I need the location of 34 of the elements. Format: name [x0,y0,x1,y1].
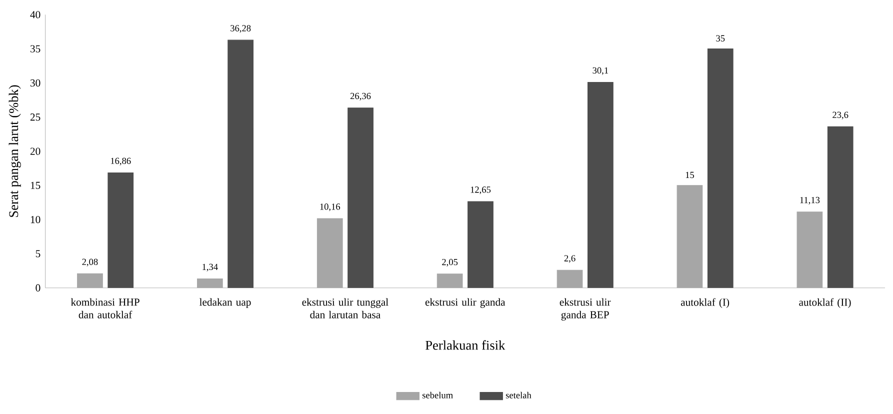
data-label: 35 [716,35,725,42]
data-label: 36,28 [230,25,251,33]
y-tick-label: 35 [30,45,40,52]
data-label: 1,34 [202,264,218,272]
x-tick-label: autoklaf (I) [680,298,730,308]
y-tick-label: 30 [30,79,40,87]
y-tick-label: 40 [30,11,40,18]
data-label: 26,36 [350,92,371,101]
y-tick-label: 5 [36,250,40,258]
x-tick-label: ledakan uap [200,298,251,308]
y-axis-title: Serat pangan larut (%bk) [8,85,21,218]
data-label: 23,6 [832,112,848,120]
data-label: 2,6 [564,255,576,263]
y-tick-label: 20 [30,148,40,155]
x-tick-label: ekstrusi ulir ganda BEP [560,298,611,321]
data-label: 12,65 [470,186,491,194]
y-tick-label: 10 [30,216,40,224]
data-label: 2,05 [442,258,458,267]
legend-label: setelah [506,392,532,398]
y-tick-label: 0 [36,284,40,292]
data-label: 15 [686,172,694,178]
x-tick-label: ekstrusi ulir tunggal dan larutan basa [302,298,388,318]
data-label: 16,86 [110,158,131,166]
y-tick-label: 15 [30,182,40,190]
x-tick-label: ekstrusi ulir ganda [425,298,506,308]
data-label: 10,16 [320,204,340,212]
data-label: 11,13 [800,197,820,205]
legend-label: sebelum [422,392,453,398]
x-tick-label: autoklaf (II) [799,298,851,308]
x-tick-label: kombinasi HHP dan autoklaf [70,298,140,318]
data-label: 30,1 [592,67,608,76]
data-label: 2,08 [82,258,98,266]
x-axis-title: Perlakuan fisik [426,340,506,350]
y-tick-label: 25 [30,114,40,121]
